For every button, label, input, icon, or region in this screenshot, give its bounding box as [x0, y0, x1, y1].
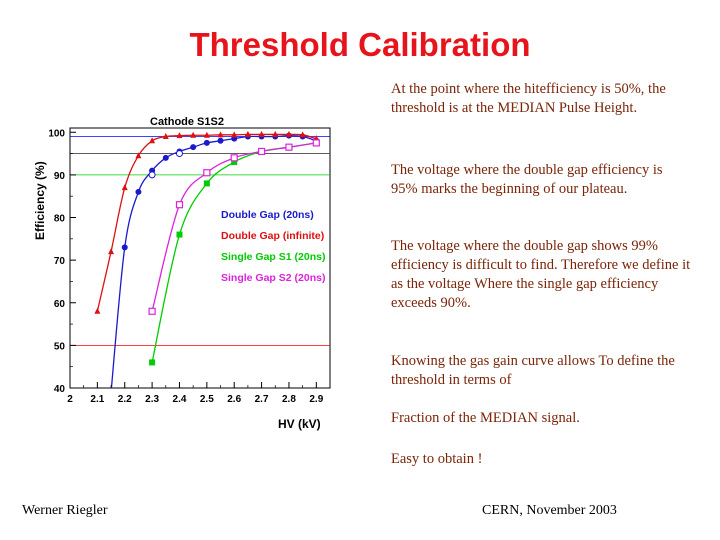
axis-layer: 2 2.1 2.2 2.3 2.4 2.5 2.6 2.7 2.8 2.9 40 50 60 70 80 90… [48, 128, 323, 405]
x-tick-label: 2.7 [255, 394, 269, 405]
data-point [121, 244, 128, 251]
note-median: At the point where the hitefficiency is … [391, 81, 666, 116]
y-tick-label: 80 [54, 214, 66, 225]
data-point [135, 188, 142, 195]
note-easy: Easy to obtain ! [391, 451, 483, 467]
data-point [203, 169, 211, 177]
data-point [176, 231, 183, 238]
data-point [175, 201, 184, 209]
data-point [258, 130, 265, 137]
data-point [299, 131, 306, 138]
x-tick-label: 2.9 [309, 394, 323, 405]
legend-entry: Double Gap (infinite) [221, 230, 324, 242]
legend-entry: Single Gap S1 (20ns) [221, 251, 325, 263]
plot-frame [69, 127, 331, 389]
data-point [272, 130, 279, 137]
series-double-gap-infinite- [94, 130, 320, 314]
data-point [149, 359, 156, 366]
x-tick-label: 2 [67, 394, 73, 405]
data-point [162, 154, 169, 161]
data-point [203, 139, 210, 146]
x-tick-label: 2.6 [227, 394, 241, 405]
x-tick-label: 2.8 [282, 394, 296, 405]
data-point [285, 130, 292, 137]
data-point [149, 137, 156, 144]
legend-entry: Single Gap S2 (20ns) [221, 272, 325, 284]
y-tick-label: 100 [48, 128, 65, 139]
series-layer [94, 130, 320, 395]
data-point [231, 159, 238, 166]
y-tick-label: 40 [54, 384, 66, 395]
data-point [257, 147, 266, 156]
data-point [108, 248, 115, 255]
note-plateau: The voltage where the double gap efficie… [391, 162, 663, 197]
data-point [285, 143, 293, 151]
footer-author: Werner Riegler [22, 503, 108, 518]
series-line [96, 133, 317, 312]
data-point [190, 131, 197, 138]
y-tick-label: 50 [54, 341, 66, 352]
data-point [217, 131, 224, 138]
footer-venue-date: CERN, November 2003 [482, 503, 617, 518]
data-point [94, 307, 101, 314]
data-point [108, 389, 114, 395]
data-point [203, 131, 210, 138]
legend: Double Gap (20ns) Double Gap (infinite) Si… [221, 209, 325, 284]
note-99-efficiency: The voltage where the double gap shows 9… [391, 238, 691, 311]
data-point [162, 133, 169, 140]
data-point [190, 144, 197, 151]
data-point [135, 152, 142, 159]
series-line [110, 135, 317, 388]
data-point [312, 139, 320, 147]
x-tick-label: 2.2 [118, 394, 132, 405]
data-point [175, 150, 183, 158]
y-tick-label: 60 [54, 299, 66, 310]
data-point [244, 130, 251, 137]
series-double-gap-20ns- [108, 132, 320, 395]
y-tick-label: 70 [54, 256, 66, 267]
x-tick-label: 2.4 [173, 394, 187, 405]
slide-title: Threshold Calibration [189, 26, 531, 63]
data-point [148, 307, 156, 315]
legend-entry: Double Gap (20ns) [221, 209, 314, 221]
x-tick-label: 2.1 [90, 394, 104, 405]
data-point [230, 154, 238, 162]
data-point [148, 171, 156, 179]
y-tick-label: 90 [54, 171, 66, 182]
series-line [151, 142, 317, 312]
data-point [176, 132, 183, 139]
x-tick-label: 2.3 [145, 394, 159, 405]
x-axis-label: HV (kV) [278, 417, 321, 431]
note-median-fraction: Fraction of the MEDIAN signal. [391, 410, 580, 426]
note-gas-gain: Knowing the gas gain curve allows To def… [391, 353, 675, 388]
data-point [203, 180, 210, 187]
data-point [231, 131, 238, 138]
y-axis-label: Efficiency (%) [33, 161, 47, 240]
x-tick-label: 2.5 [200, 394, 214, 405]
chart-title: Cathode S1S2 [150, 116, 224, 128]
series-single-gap-s2-20ns- [148, 139, 320, 315]
data-point [121, 184, 128, 191]
plot-area-border [69, 127, 331, 389]
data-point [217, 137, 224, 144]
